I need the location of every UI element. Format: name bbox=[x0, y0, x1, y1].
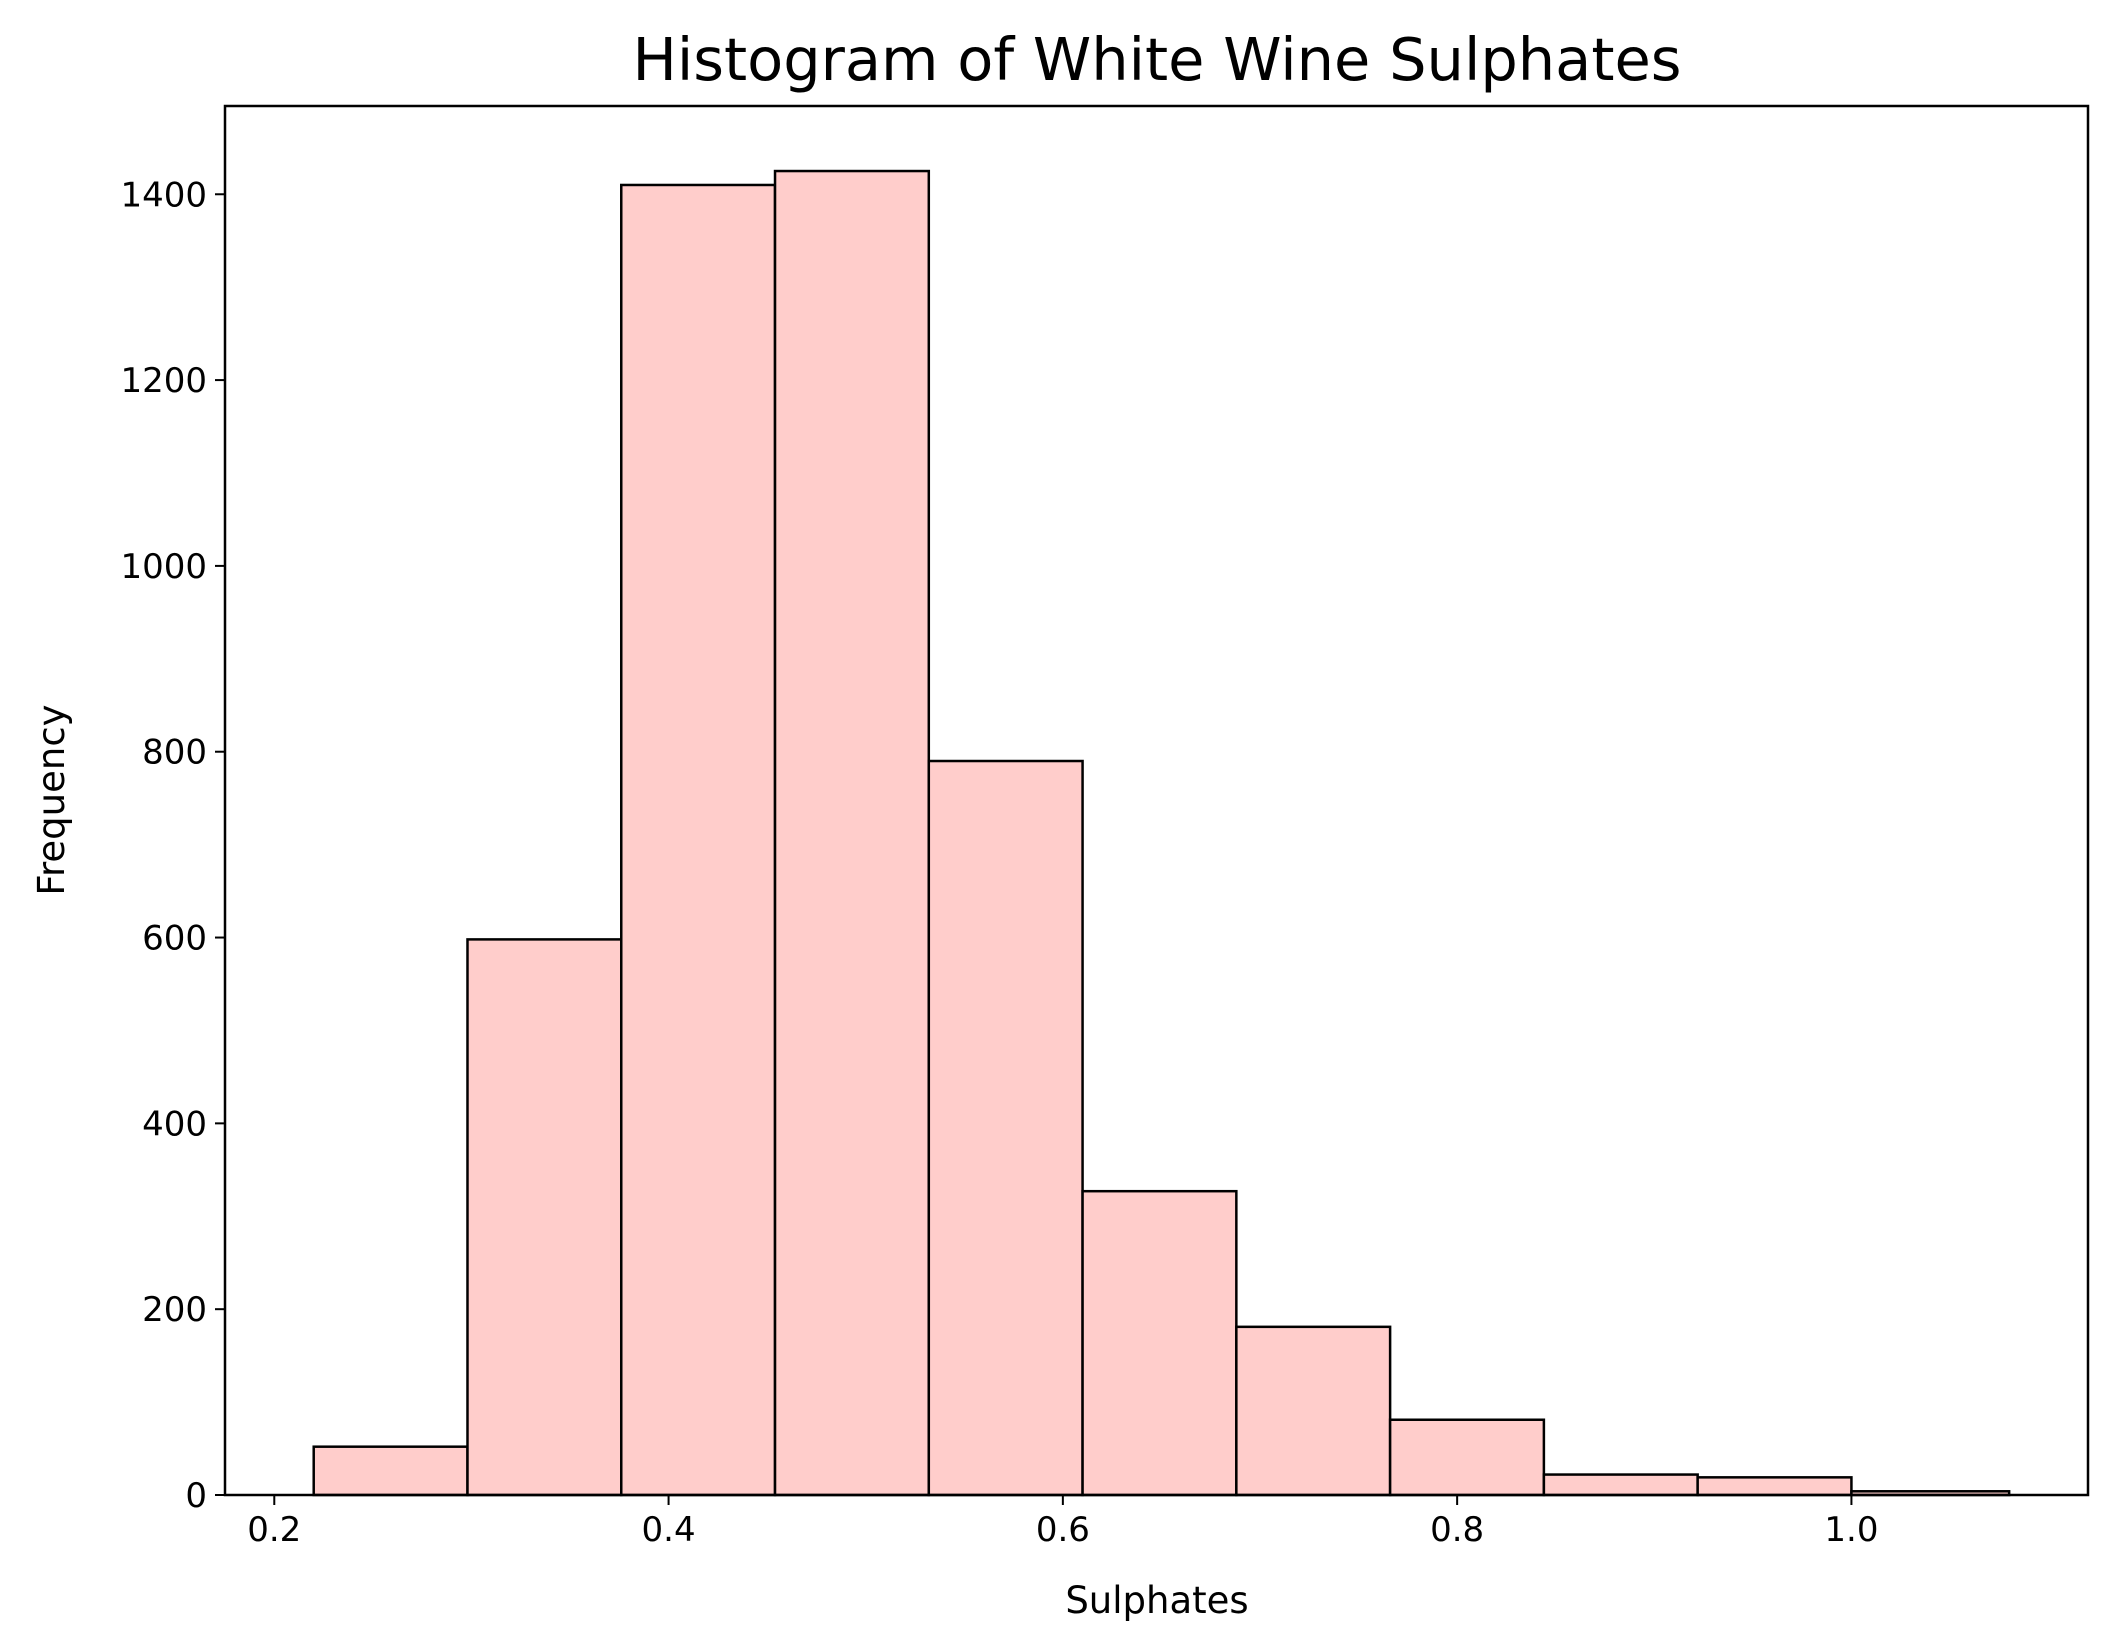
x-tick-label: 0.6 bbox=[1036, 1510, 1090, 1550]
y-tick-label: 0 bbox=[185, 1476, 207, 1516]
y-tick-label: 1200 bbox=[120, 361, 207, 401]
histogram-bar bbox=[466, 938, 623, 1497]
y-tick-label: 1400 bbox=[120, 175, 207, 215]
histogram-bar bbox=[773, 169, 931, 1497]
y-tick-label: 400 bbox=[142, 1104, 207, 1144]
x-tick-label: 1.0 bbox=[1824, 1510, 1878, 1550]
x-axis-label: Sulphates bbox=[1065, 1579, 1248, 1622]
y-axis-ticks: 0 200 400 600 800 1000 1200 1400 bbox=[120, 175, 225, 1516]
x-tick-label: 0.4 bbox=[642, 1510, 696, 1550]
bars-group bbox=[312, 169, 2011, 1497]
chart-title: Histogram of White Wine Sulphates bbox=[632, 25, 1681, 94]
histogram-bar bbox=[620, 183, 777, 1497]
histogram-bar bbox=[1388, 1418, 1546, 1497]
x-axis-ticks: 0.2 0.4 0.6 0.8 1.0 bbox=[247, 1495, 1878, 1550]
x-tick-label: 0.2 bbox=[247, 1510, 301, 1550]
plot-frame bbox=[223, 104, 2090, 1497]
y-axis-label: Frequency bbox=[30, 704, 73, 895]
y-tick-label: 1000 bbox=[120, 547, 207, 587]
histogram-bar bbox=[312, 1445, 469, 1497]
histogram-bar bbox=[1542, 1473, 1699, 1497]
histogram-bar bbox=[927, 759, 1084, 1497]
histogram-bar bbox=[1696, 1476, 1853, 1497]
y-tick-label: 600 bbox=[142, 919, 207, 959]
y-tick-label: 800 bbox=[142, 733, 207, 773]
histogram-bar bbox=[1235, 1325, 1392, 1497]
y-tick-label: 200 bbox=[142, 1290, 207, 1330]
histogram-bar bbox=[1081, 1189, 1238, 1497]
x-tick-label: 0.8 bbox=[1430, 1510, 1484, 1550]
